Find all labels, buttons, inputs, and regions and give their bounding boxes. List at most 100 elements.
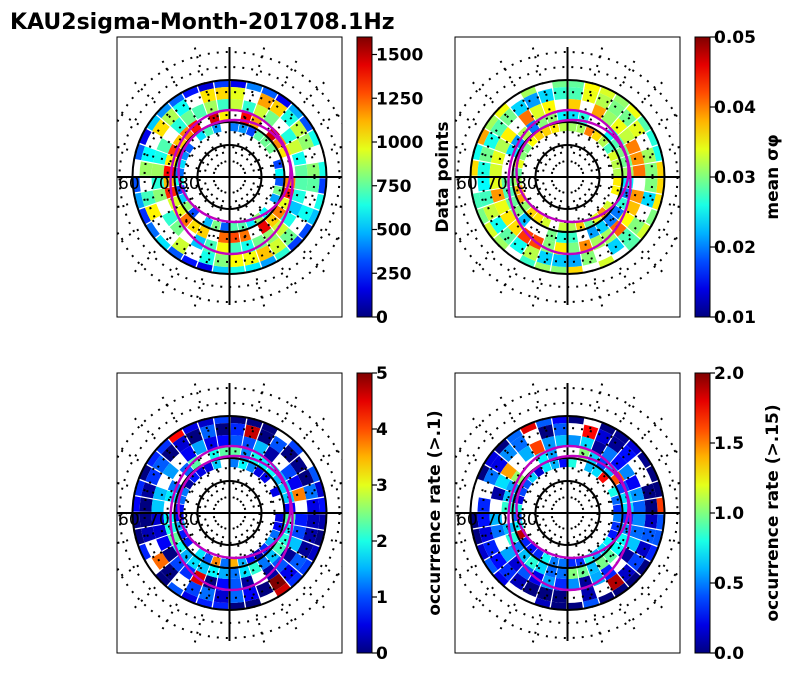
heatmap-cell bbox=[274, 168, 284, 177]
heatmap-cell bbox=[612, 504, 622, 513]
heatmap-cell bbox=[526, 135, 538, 147]
heatmap-cell bbox=[567, 253, 582, 267]
heatmap-cell bbox=[529, 439, 545, 456]
heatmap-cell bbox=[196, 597, 213, 609]
heatmap-cell bbox=[163, 165, 177, 177]
heatmap-cell bbox=[202, 216, 214, 228]
heatmap-cell bbox=[582, 88, 599, 104]
heatmap-cell bbox=[259, 136, 271, 148]
heatmap-cell bbox=[583, 462, 595, 474]
heatmap-cell bbox=[533, 130, 545, 142]
heatmap-cell bbox=[498, 563, 517, 582]
heatmap-cell bbox=[261, 86, 278, 100]
heatmap-cell bbox=[302, 527, 318, 544]
latitude-label: 60 bbox=[118, 174, 140, 194]
heatmap-cell bbox=[483, 558, 498, 575]
heatmap-cell bbox=[510, 99, 529, 117]
latitude-label: 80 bbox=[516, 510, 538, 530]
heatmap-cell bbox=[238, 123, 248, 134]
oval-contour-outer bbox=[507, 444, 632, 592]
heatmap-cell bbox=[626, 439, 642, 456]
heatmap-cell bbox=[275, 93, 292, 109]
oval-contour-inner bbox=[515, 118, 630, 224]
heatmap-cell bbox=[536, 586, 553, 602]
heatmap-cell bbox=[581, 586, 598, 602]
heatmap-cell bbox=[152, 524, 168, 539]
heatmap-cell bbox=[646, 465, 659, 483]
heatmap-cell bbox=[264, 536, 276, 548]
heatmap-cell bbox=[229, 589, 244, 603]
heatmap-cell bbox=[534, 597, 551, 609]
heatmap-cell bbox=[477, 177, 491, 192]
heatmap-cell bbox=[510, 435, 529, 453]
heatmap-cell bbox=[156, 535, 172, 552]
heatmap-cell bbox=[477, 161, 491, 176]
heatmap-cell bbox=[161, 210, 179, 227]
colorbar bbox=[694, 36, 711, 318]
heatmap-cell bbox=[183, 142, 195, 154]
heatmap-cell bbox=[489, 552, 508, 570]
heatmap-cell bbox=[287, 235, 303, 252]
heatmap-cell bbox=[540, 552, 552, 564]
heatmap-cell bbox=[140, 526, 156, 543]
heatmap-cell bbox=[610, 453, 628, 471]
colorbar-tick-label: 5 bbox=[376, 364, 388, 384]
heatmap-cell bbox=[490, 119, 508, 138]
heatmap-cell bbox=[516, 528, 528, 540]
heatmap-cell bbox=[199, 424, 216, 440]
heatmap-cell bbox=[246, 417, 263, 429]
colorbar-tick-label: 4 bbox=[376, 420, 388, 440]
heatmap-cell bbox=[151, 499, 165, 513]
heatmap-cell bbox=[151, 513, 165, 526]
heatmap-cell bbox=[533, 466, 545, 478]
latitude-label: 80 bbox=[178, 510, 200, 530]
heatmap-cell bbox=[551, 80, 568, 89]
heatmap-cell bbox=[567, 601, 584, 610]
heatmap-cell bbox=[140, 190, 156, 207]
heatmap-cell bbox=[558, 222, 567, 231]
heatmap-cell bbox=[269, 529, 280, 540]
heatmap-cell bbox=[132, 177, 141, 193]
heatmap-cell bbox=[499, 210, 517, 227]
heatmap-cell bbox=[637, 451, 652, 468]
heatmap-cell bbox=[568, 416, 585, 425]
heatmap-cell bbox=[194, 548, 206, 560]
heatmap-cell bbox=[540, 216, 552, 228]
heatmap-cell bbox=[229, 230, 241, 243]
oval-contour-outer bbox=[507, 108, 632, 256]
heatmap-cell bbox=[595, 92, 613, 110]
heatmap-cell bbox=[213, 416, 230, 425]
heatmap-cell bbox=[203, 126, 214, 137]
latitude-label: 70 bbox=[486, 174, 508, 194]
heatmap-cell bbox=[230, 459, 239, 468]
oval-contour-inner bbox=[177, 454, 292, 560]
heatmap-cell bbox=[476, 464, 490, 482]
heatmap-cell bbox=[245, 462, 257, 474]
heatmap-cell bbox=[568, 80, 585, 89]
heatmap-cell bbox=[291, 525, 307, 540]
heatmap-cell bbox=[551, 589, 567, 603]
heatmap-cell bbox=[541, 100, 557, 115]
heatmap-cell bbox=[188, 471, 200, 483]
latitude-label: 60 bbox=[456, 174, 478, 194]
heatmap-cell bbox=[151, 552, 170, 570]
heatmap-cell bbox=[636, 223, 651, 240]
panel-top-right: 60 70 80 0.01 0.02 0.03 0.04 0.05 mean σφ bbox=[454, 28, 783, 328]
heatmap-cell bbox=[568, 459, 577, 468]
heatmap-cell bbox=[314, 193, 325, 211]
heatmap-cell bbox=[537, 424, 554, 440]
heatmap-cell bbox=[532, 548, 544, 560]
heatmap-cell bbox=[584, 81, 601, 93]
heatmap-cell bbox=[155, 234, 171, 251]
heatmap-cell bbox=[483, 222, 498, 239]
heatmap-cell bbox=[132, 513, 141, 529]
heatmap-cell bbox=[230, 435, 244, 449]
heatmap-cell bbox=[198, 586, 215, 602]
heatmap-cell bbox=[482, 203, 500, 221]
heatmap-cell bbox=[303, 483, 319, 500]
heatmap-cell bbox=[182, 421, 199, 435]
oval-contour-outer bbox=[169, 108, 294, 256]
heatmap-cell bbox=[269, 486, 281, 498]
heatmap-cell bbox=[476, 128, 490, 146]
